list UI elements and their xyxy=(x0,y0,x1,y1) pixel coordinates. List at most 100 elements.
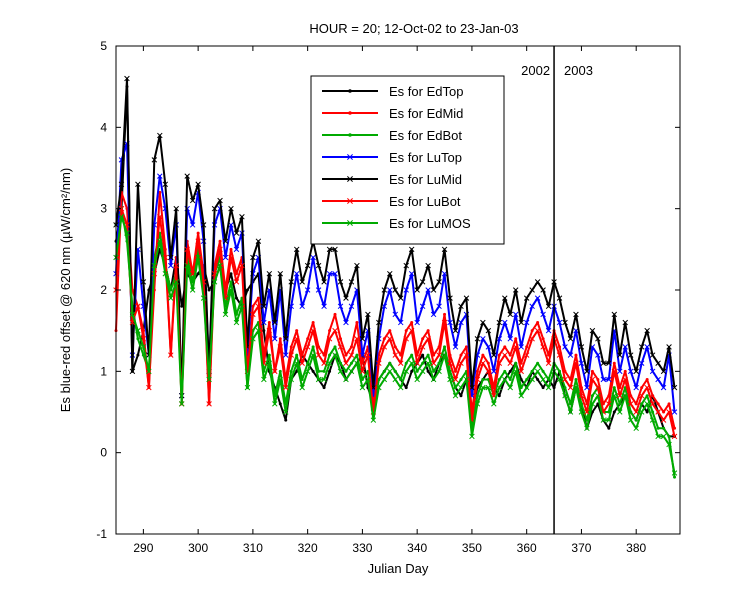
data-point xyxy=(207,288,211,292)
data-point xyxy=(293,246,300,253)
x-tick-label: 300 xyxy=(188,541,208,555)
data-point xyxy=(118,214,125,220)
data-point xyxy=(612,386,616,390)
data-point xyxy=(567,352,574,358)
y-tick-label: -1 xyxy=(96,527,107,541)
data-point xyxy=(617,392,623,399)
data-point xyxy=(655,376,661,383)
data-point xyxy=(310,352,316,358)
data-point xyxy=(229,280,233,284)
data-point xyxy=(229,272,233,276)
data-point xyxy=(497,377,501,381)
data-point xyxy=(189,222,196,228)
series-es-for-lumos xyxy=(113,214,678,476)
data-point xyxy=(481,353,485,357)
data-point xyxy=(376,319,382,326)
data-point xyxy=(567,384,574,391)
data-point xyxy=(514,337,518,341)
data-point xyxy=(437,361,441,365)
data-point xyxy=(403,262,409,269)
data-point xyxy=(463,295,470,301)
data-point xyxy=(656,402,660,406)
data-point xyxy=(633,409,639,415)
data-point xyxy=(315,376,322,383)
data-point xyxy=(558,345,562,349)
data-point xyxy=(233,246,240,253)
data-point xyxy=(200,295,207,301)
data-point xyxy=(289,345,293,349)
data-point xyxy=(634,402,638,406)
data-point xyxy=(480,319,486,326)
data-point xyxy=(206,376,212,383)
data-point xyxy=(162,181,169,188)
data-point xyxy=(399,377,403,381)
data-point xyxy=(627,368,634,375)
data-point xyxy=(158,190,162,194)
data-point xyxy=(459,394,463,398)
data-point xyxy=(534,295,541,301)
data-point xyxy=(545,327,552,334)
legend-marker xyxy=(348,89,352,93)
data-point xyxy=(234,296,238,300)
annotation-2003: 2003 xyxy=(564,63,593,78)
data-point xyxy=(299,360,305,366)
data-point xyxy=(595,392,601,399)
series-layer xyxy=(113,75,678,479)
data-point xyxy=(189,197,196,204)
data-point xyxy=(491,368,497,375)
data-point xyxy=(146,368,152,375)
data-point xyxy=(541,369,545,373)
data-point xyxy=(563,386,567,390)
data-point xyxy=(147,288,151,292)
data-point xyxy=(326,270,333,277)
data-point xyxy=(645,410,649,414)
data-point xyxy=(136,337,140,341)
data-point xyxy=(392,352,399,358)
data-point xyxy=(463,352,470,358)
data-point xyxy=(430,376,437,383)
data-point xyxy=(589,401,596,407)
data-point xyxy=(529,303,535,310)
data-point xyxy=(157,132,163,139)
data-point xyxy=(304,287,311,293)
data-point xyxy=(157,214,163,220)
data-point xyxy=(430,311,437,318)
data-point xyxy=(348,368,355,375)
data-point xyxy=(660,417,667,423)
x-tick-label: 350 xyxy=(462,541,482,555)
data-point xyxy=(326,246,333,253)
data-point xyxy=(612,410,616,414)
data-point xyxy=(255,238,262,244)
data-point xyxy=(196,231,200,235)
data-point xyxy=(574,353,578,357)
data-point xyxy=(430,360,437,366)
data-point xyxy=(541,386,545,390)
data-point xyxy=(277,376,284,383)
y-tick-label: 0 xyxy=(100,446,107,460)
data-point xyxy=(173,279,179,285)
data-point xyxy=(339,361,343,365)
data-point xyxy=(545,384,552,391)
data-point xyxy=(443,345,447,349)
data-point xyxy=(332,352,338,358)
data-point xyxy=(195,238,201,244)
data-point xyxy=(617,352,623,358)
data-point xyxy=(430,287,437,293)
data-point xyxy=(217,262,223,269)
data-point xyxy=(508,369,512,373)
data-point xyxy=(425,287,431,293)
data-point xyxy=(228,254,234,261)
data-point xyxy=(266,270,273,277)
data-point xyxy=(255,327,262,334)
data-point xyxy=(392,376,399,383)
data-point xyxy=(573,384,579,391)
data-point xyxy=(233,319,240,326)
data-point xyxy=(180,304,184,308)
data-point xyxy=(255,303,262,310)
data-point xyxy=(574,377,578,381)
x-tick-label: 380 xyxy=(626,541,646,555)
data-point xyxy=(622,376,628,383)
data-point xyxy=(443,312,447,316)
data-point xyxy=(387,336,393,342)
data-point xyxy=(622,392,628,399)
